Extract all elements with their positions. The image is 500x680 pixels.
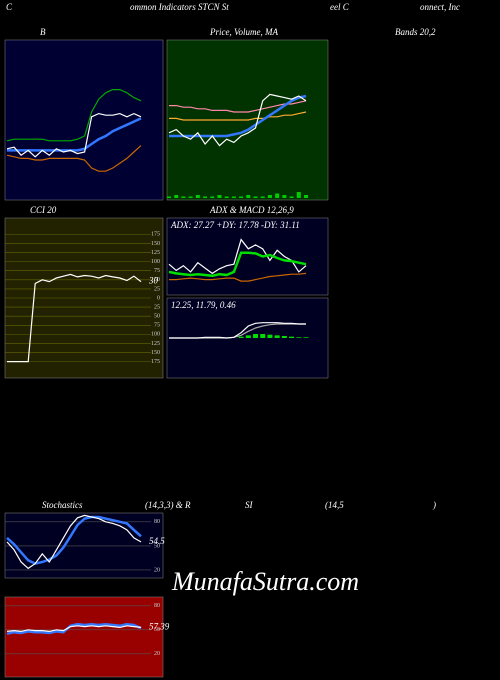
- y-tick-label: 50: [154, 543, 160, 549]
- histogram-bar: [296, 337, 302, 338]
- volume-bar: [217, 195, 222, 198]
- series-line: [169, 322, 306, 339]
- volume-bar: [224, 196, 229, 198]
- histogram-bar: [253, 334, 259, 338]
- y-tick-label: 80: [154, 603, 160, 609]
- header-part: eel C: [330, 2, 350, 12]
- volume-bar: [296, 192, 301, 198]
- panel: [4, 596, 164, 678]
- y-tick-label: 20: [154, 651, 160, 657]
- series-line: [169, 111, 307, 121]
- series-line: [6, 514, 142, 570]
- series-line: [7, 117, 142, 152]
- volume-bar: [246, 195, 251, 198]
- series-line: [168, 93, 307, 147]
- histogram-bar: [238, 336, 244, 338]
- panel-title: ): [432, 500, 436, 510]
- histogram-bar: [274, 335, 280, 338]
- last-value-label: 54.5: [149, 536, 165, 546]
- histogram-bar: [260, 334, 266, 338]
- y-tick-label: 20: [154, 567, 160, 573]
- series-line: [6, 88, 142, 142]
- y-tick-label: 75: [154, 323, 160, 329]
- last-value-label: 57.39: [149, 621, 170, 631]
- histogram-bar: [281, 336, 287, 338]
- series-line: [168, 251, 307, 278]
- volume-bar: [282, 195, 287, 198]
- panel-title: Price, Volume, MA: [209, 27, 278, 37]
- y-tick-label: 150: [151, 241, 160, 247]
- volume-bar: [253, 196, 258, 198]
- panel-title: Stochastics: [42, 500, 83, 510]
- volume-bar: [275, 193, 280, 198]
- histogram-bar: [303, 337, 309, 338]
- header-part: onnect, Inc: [420, 2, 460, 12]
- volume-bar: [289, 196, 294, 198]
- volume-bar: [260, 196, 265, 198]
- y-tick-label: 100: [151, 332, 160, 338]
- series-line: [169, 272, 307, 282]
- y-tick-label: 25: [154, 286, 160, 292]
- series-line: [6, 145, 142, 172]
- histogram-bar: [245, 335, 251, 338]
- annotation: ADX: 27.27 +DY: 17.78 -DY: 31.11: [170, 220, 300, 230]
- y-tick-label: 150: [151, 350, 160, 356]
- panel-title: Bands 20,2: [395, 27, 436, 37]
- volume-bar: [188, 196, 193, 198]
- series-line: [6, 515, 142, 565]
- series-line: [168, 238, 307, 275]
- panel: [166, 217, 329, 296]
- volume-bar: [304, 195, 308, 198]
- watermark: MunafaSutra.com: [171, 567, 359, 596]
- y-tick-label: 125: [151, 341, 160, 347]
- series-line: [7, 273, 142, 363]
- annotation: 12.25, 11.79, 0.46: [171, 300, 236, 310]
- volume-bar: [195, 195, 200, 198]
- y-tick-label: 75: [154, 268, 160, 274]
- y-tick-label: 25: [154, 304, 160, 310]
- volume-bar: [181, 196, 186, 198]
- panel-title: SI: [245, 500, 254, 510]
- header-part: ommon Indicators STCN St: [130, 2, 229, 12]
- header-part: C: [6, 2, 13, 12]
- panel-title: CCI 20: [30, 205, 57, 215]
- y-tick-label: 175: [151, 359, 160, 365]
- panel-title: B: [40, 27, 46, 37]
- series-line: [169, 100, 307, 113]
- y-tick-label: 100: [151, 259, 160, 265]
- histogram-bar: [289, 336, 295, 338]
- volume-bar: [167, 196, 171, 198]
- volume-bar: [231, 196, 236, 198]
- volume-bar: [174, 195, 179, 198]
- y-tick-label: 50: [154, 314, 160, 320]
- volume-bar: [239, 196, 244, 198]
- last-value-label: 30: [148, 276, 159, 286]
- y-tick-label: 175: [151, 232, 160, 238]
- series-line: [6, 625, 142, 633]
- volume-bar: [210, 196, 215, 198]
- series-line: [169, 94, 307, 138]
- series-line: [6, 622, 142, 636]
- y-tick-label: 50: [154, 627, 160, 633]
- panel-title: (14,5: [325, 500, 344, 510]
- y-tick-label: 125: [151, 250, 160, 256]
- y-tick-label: 0: [157, 295, 160, 301]
- histogram-bar: [267, 334, 273, 338]
- y-tick-label: 50: [154, 277, 160, 283]
- volume-bar: [267, 195, 272, 198]
- panel-title: (14,3,3) & R: [145, 500, 191, 510]
- panel: [4, 512, 164, 579]
- volume-bar: [203, 196, 208, 198]
- y-tick-label: 80: [154, 519, 160, 525]
- series-line: [6, 112, 142, 158]
- panel-title: ADX & MACD 12,26,9: [209, 205, 294, 215]
